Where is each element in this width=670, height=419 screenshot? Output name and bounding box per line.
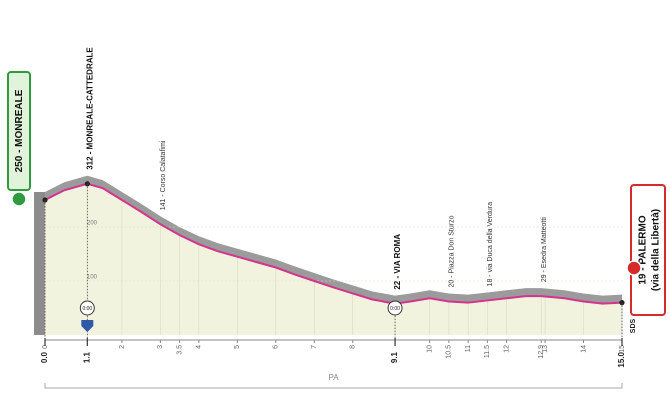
x-tick-label: 11.5	[484, 345, 491, 358]
time-check-icon	[79, 300, 95, 316]
x-tick-label: 11	[465, 345, 472, 352]
y-tick-label: 200	[87, 221, 98, 227]
key-x-tick-label: 9.1	[390, 351, 399, 363]
x-tick-label: 10.5	[446, 345, 453, 359]
key-point	[84, 181, 90, 187]
finish-label: 19 - PALERMO	[638, 215, 649, 284]
x-tick-label: 15	[619, 345, 626, 353]
region-label: PA	[328, 373, 339, 382]
x-tick-label: 6	[273, 345, 280, 349]
time-check-label: 0:00	[390, 306, 400, 312]
key-x-tick-label: 1.1	[82, 351, 91, 363]
x-tick-label: 10	[427, 345, 434, 353]
x-tick-label: 13	[542, 345, 549, 353]
annotation: 141 - Corso Calatafimi	[160, 140, 167, 210]
x-tick-label: 3.5	[176, 345, 183, 355]
time-check-label: 0:00	[82, 306, 92, 312]
start-icon	[11, 191, 27, 207]
finish-label: (via della Libertà)	[651, 209, 662, 291]
y-tick-label: 100	[87, 275, 98, 281]
profile-wall	[34, 192, 45, 335]
key-x-tick-label: 0.0	[40, 351, 49, 363]
x-tick-label: 2	[119, 345, 126, 349]
profile-band	[45, 175, 622, 304]
x-tick-label: 12.9	[538, 345, 545, 359]
annotation: 18 - via Duca della Verdura	[487, 202, 494, 287]
time-check-icon	[387, 300, 403, 316]
x-tick-label: 4	[196, 345, 203, 349]
x-tick-label: 8	[350, 345, 357, 349]
finish-icon	[626, 260, 642, 276]
region-bracket	[44, 383, 623, 389]
annotation: 29 - Esedra Matteotti	[541, 217, 548, 282]
start-box	[7, 71, 31, 191]
key-x-tick-label: 15.0	[617, 351, 626, 367]
intermediate-icon	[81, 320, 94, 332]
x-tick-label: 7	[311, 345, 318, 349]
finish-note: SDS	[630, 318, 637, 333]
finish-box	[630, 184, 666, 316]
x-tick-label: 12	[503, 345, 510, 353]
x-tick-label: 5	[234, 345, 241, 349]
profile-area	[45, 183, 622, 335]
x-tick-label: 3	[157, 345, 164, 349]
profile-line	[44, 182, 623, 305]
annotation: 22 - VIA ROMA	[393, 234, 402, 290]
x-tick-label: 14	[580, 345, 587, 353]
annotation: 312 - MONREALE-CATTEDRALE	[85, 47, 94, 170]
start-label: 250 - MONREALE	[14, 89, 25, 172]
x-tick-label: 0	[42, 345, 49, 349]
annotation: 20 - Piazza Don Sturzo	[449, 215, 456, 287]
